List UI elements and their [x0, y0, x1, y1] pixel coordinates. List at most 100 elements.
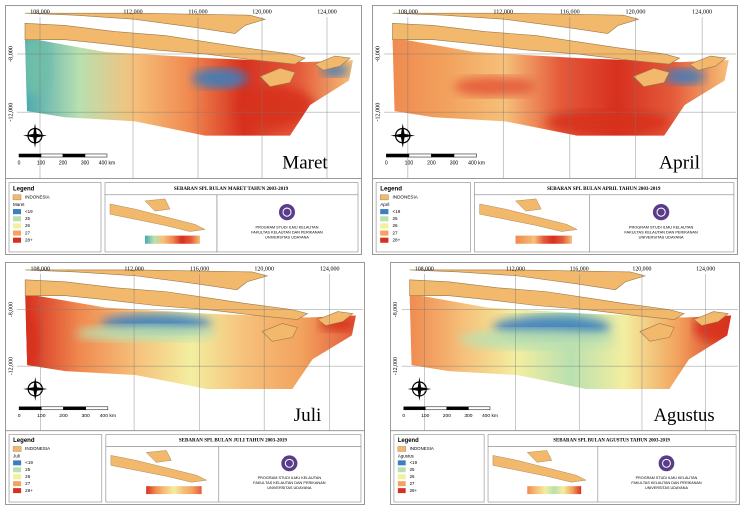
legend-swatch — [13, 481, 22, 487]
scale-label: 100 — [37, 160, 46, 166]
layout-title: SEBARAN SPL BULAN JULI TAHUN 2003-2019 — [179, 439, 288, 444]
scale-segment — [431, 153, 455, 158]
sst-field — [25, 293, 356, 389]
legend-swatch — [13, 216, 21, 222]
legend-land-label: INDONESIA — [410, 446, 434, 451]
scale-segment — [63, 406, 86, 411]
legend-label: 25 — [410, 467, 415, 472]
x-coordinate-label: 108,000 — [398, 10, 418, 16]
scale-label: 200 — [59, 413, 68, 419]
scale-label: 0 — [402, 413, 405, 419]
compass-arrows — [23, 377, 48, 401]
legend-label: 25 — [393, 216, 399, 221]
legend-box — [375, 182, 471, 253]
legend-swatch — [13, 474, 22, 480]
x-coordinate-label: 108,000 — [415, 266, 434, 272]
institution-logo — [279, 203, 295, 221]
map-panel: 108,000 112,000 116,000 120,000 124,000 -8,00… — [5, 5, 362, 255]
legend-title: Legend — [13, 438, 35, 444]
sst-blob — [458, 329, 616, 350]
land-timor — [632, 67, 670, 87]
land-north — [392, 12, 640, 34]
y-coordinate-label: -12,000 — [8, 103, 14, 122]
scale-label: 200 — [59, 160, 68, 166]
land-east — [693, 311, 729, 326]
legend-label: 27 — [393, 230, 399, 235]
land-timor — [259, 67, 296, 87]
y-coordinate-label: -8,000 — [376, 46, 382, 62]
institution-box — [597, 446, 737, 503]
legend-swatch — [13, 467, 22, 473]
inset-sst — [146, 486, 202, 495]
legend-swatch — [397, 488, 406, 494]
institution-text: PROGRAM STUDI ILMU KELAUTAN — [636, 476, 698, 480]
institution-box — [218, 446, 362, 503]
layout-title: SEBARAN SPL BULAN MARET TAHUN 2003-2019 — [174, 186, 289, 192]
sst-blob — [546, 110, 670, 135]
legend-month: Juli — [13, 454, 20, 459]
x-coordinate-label: 124,000 — [317, 10, 336, 16]
institution-logo-inner — [656, 207, 666, 217]
legend-month: Maret — [13, 202, 25, 207]
legend-land-swatch — [12, 446, 22, 452]
institution-logo — [658, 455, 675, 472]
legend-label: <19 — [410, 460, 418, 465]
inset-sst — [515, 235, 572, 244]
legend-month: April — [380, 202, 389, 207]
x-coordinate-label: 124,000 — [692, 10, 712, 16]
legend-swatch — [380, 216, 389, 222]
scale-segment — [403, 406, 426, 411]
legend-swatch — [397, 467, 406, 473]
legend-swatch — [13, 237, 21, 243]
scale-label: 0 — [18, 413, 21, 419]
land-east — [689, 55, 727, 71]
scale-label: 100 — [37, 413, 46, 419]
map-panel: 108,000 112,000 116,000 120,000 124,000 -8,00… — [372, 5, 739, 255]
institution-text: PROGRAM STUDI ILMU KELAUTAN — [258, 476, 322, 480]
map-panel: 108,000 112,000 116,000 120,000 124,000 -8,00… — [5, 262, 365, 506]
x-coordinate-label: 120,000 — [626, 10, 646, 16]
x-coordinate-label: 112,000 — [506, 266, 525, 272]
scale-label: 0 — [18, 160, 21, 166]
y-coordinate-label: -12,000 — [8, 357, 14, 375]
scale-label: 200 — [427, 161, 436, 167]
scale-label: 100 — [421, 413, 429, 419]
legend-title: Legend — [398, 438, 419, 444]
x-coordinate-label: 120,000 — [252, 10, 271, 16]
scale-label: 400 km — [482, 413, 498, 419]
institution-logo-inner — [662, 458, 671, 468]
legend-label: 28+ — [25, 488, 33, 493]
map-panel: 108,000 112,000 116,000 120,000 124,000 -8,00… — [390, 262, 741, 506]
legend-label: 27 — [410, 481, 415, 486]
legend-land-label: INDONESIA — [25, 195, 51, 200]
compass-arrows — [390, 123, 416, 148]
legend-swatch — [13, 230, 21, 236]
month-label: Maret — [282, 152, 328, 173]
x-coordinate-label: 124,000 — [696, 266, 715, 272]
institution-logo-inner — [284, 458, 294, 468]
x-coordinate-label: 116,000 — [190, 266, 209, 272]
institution-text: UNIVERSITAS UDAYANA — [265, 236, 309, 240]
institution-text: UNIVERSITAS UDAYANA — [267, 486, 312, 490]
compass-arrows — [23, 123, 47, 148]
institution-box — [216, 194, 359, 253]
inset-land — [479, 198, 578, 232]
scale-label: 300 — [81, 160, 90, 166]
sst-blob — [25, 37, 51, 97]
x-coordinate-label: 112,000 — [493, 10, 513, 16]
legend-box — [8, 434, 103, 503]
legend-swatch — [380, 237, 389, 243]
scale-label: 300 — [81, 413, 90, 419]
y-coordinate-label: -12,000 — [393, 357, 399, 375]
legend-land-swatch — [379, 194, 389, 201]
institution-text: UNIVERSITAS UDAYANA — [645, 486, 688, 490]
institution-logo-inner — [282, 207, 292, 217]
x-coordinate-label: 120,000 — [254, 266, 274, 272]
legend-swatch — [397, 460, 406, 466]
scale-segment — [468, 406, 491, 411]
legend-swatch — [13, 209, 21, 215]
y-coordinate-label: -8,000 — [393, 302, 399, 317]
month-label: April — [659, 153, 700, 174]
scale-segment — [41, 406, 64, 411]
